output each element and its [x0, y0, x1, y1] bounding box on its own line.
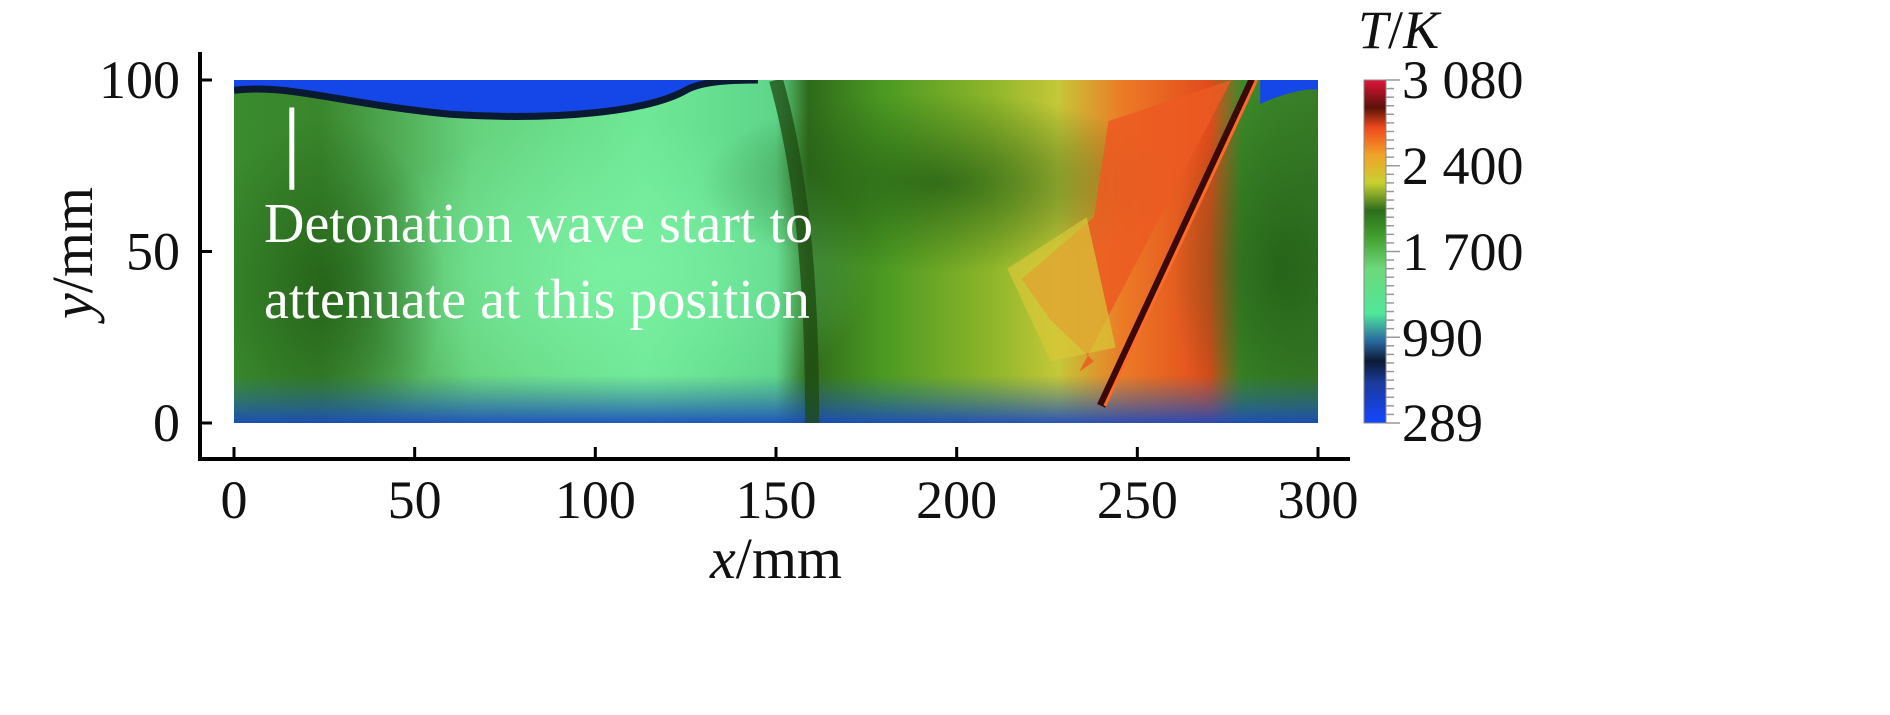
colorbar-tick-label: 990: [1402, 308, 1483, 368]
field-bottom-cold-layer: [234, 374, 1318, 423]
axes: [198, 52, 1350, 461]
field-dark-region-upper: [698, 92, 1179, 273]
y-axis-title: y/mm: [40, 187, 105, 324]
field-detonation-front-edge: [1103, 80, 1258, 407]
y-tick-label: 0: [153, 393, 180, 453]
field-top-right-cold-region: [1260, 80, 1318, 105]
field-detonation-front: [1097, 80, 1258, 408]
colorbar-title: T/K: [1358, 0, 1442, 60]
x-tick-label: 150: [736, 470, 817, 530]
field-dark-region-left: [234, 115, 445, 423]
field-top-cold-boundary: [234, 80, 758, 120]
annotation: Detonation wave start to attenuate at th…: [264, 107, 813, 331]
x-tick-label: 50: [388, 470, 442, 530]
field-warm-region: [1007, 217, 1116, 362]
colorbar-tick-label: 3 080: [1402, 50, 1524, 110]
x-tick-label: 200: [916, 470, 997, 530]
colorbar-ticks: 3 080 2 400 1 700 990 289: [1386, 50, 1524, 453]
x-axis-ticks: 0 50 100 150 200 250 300: [221, 447, 1359, 530]
colorbar: T/K 3 080 2 400 1 700 990 289: [1358, 0, 1524, 453]
x-tick-label: 100: [555, 470, 636, 530]
annotation-text-line-1: Detonation wave start to: [264, 193, 813, 255]
y-tick-label: 100: [99, 50, 180, 110]
colorbar-scale: [1363, 79, 1387, 424]
x-tick-label: 0: [221, 470, 248, 530]
colorbar-tick-label: 1 700: [1402, 222, 1524, 282]
annotation-text-line-2: attenuate at this position: [264, 269, 810, 331]
x-axis-title: x/mm: [709, 526, 842, 591]
colorbar-tick-label: 2 400: [1402, 136, 1524, 196]
x-tick-label: 250: [1097, 470, 1178, 530]
y-tick-label: 50: [126, 222, 180, 282]
colorbar-tick-label: 289: [1402, 393, 1483, 453]
temperature-field: [234, 80, 1318, 423]
y-axis-ticks: 0 50 100: [99, 50, 212, 453]
x-tick-label: 300: [1278, 470, 1359, 530]
field-contact-surface: [769, 80, 820, 423]
